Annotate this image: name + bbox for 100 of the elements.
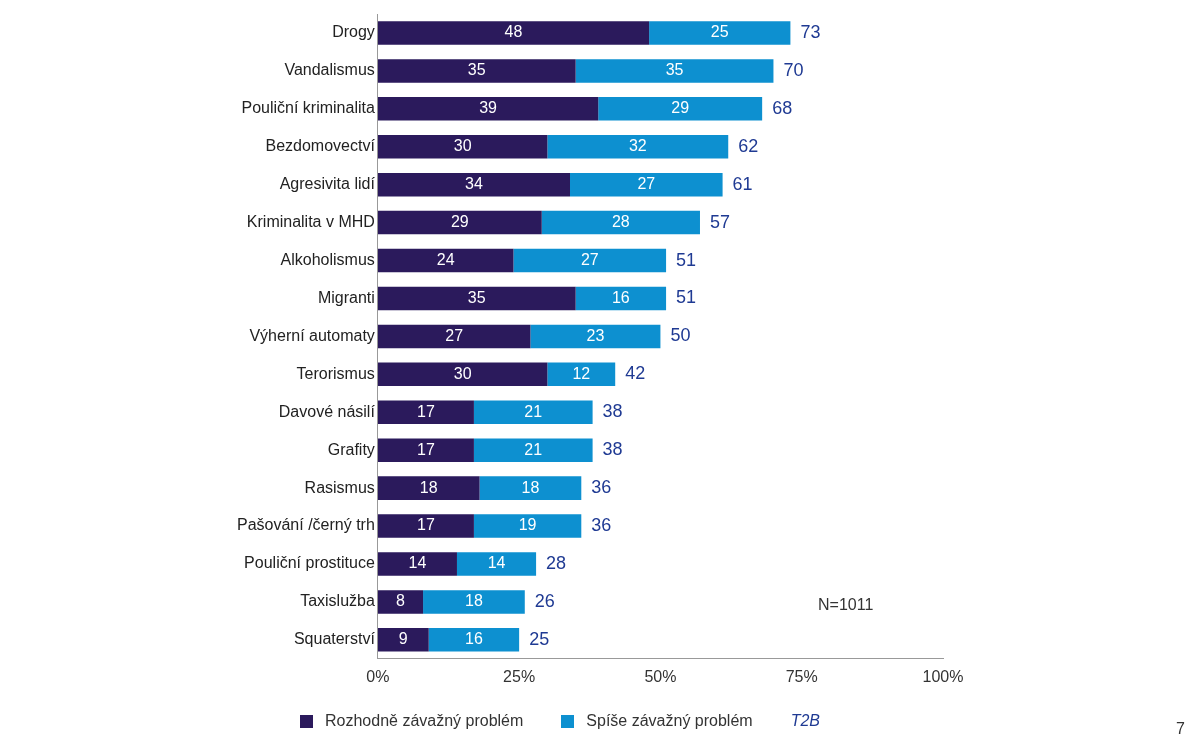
data-label: 16 — [611, 288, 630, 306]
y-tick-label: Pašování /černý trh — [237, 516, 375, 534]
total-label: 51 — [676, 249, 697, 270]
bar — [377, 590, 424, 614]
data-label: 28 — [611, 213, 630, 231]
y-tick-label: Kriminalita v MHD — [246, 213, 375, 231]
data-label: 18 — [465, 592, 483, 610]
data-label: 14 — [487, 554, 506, 572]
bar — [377, 476, 480, 500]
data-label: 35 — [467, 61, 486, 79]
data-label: 23 — [586, 326, 605, 344]
bar — [377, 362, 548, 387]
data-label: 35 — [467, 288, 486, 306]
bar — [377, 552, 457, 576]
data-label: 32 — [628, 137, 647, 155]
data-label: 29 — [450, 213, 469, 231]
y-tick-label: Výherní automaty — [249, 326, 375, 344]
bar — [649, 21, 791, 45]
y-tick-label: Taxislužba — [300, 592, 375, 610]
total-label: 26 — [534, 590, 555, 611]
data-label: 48 — [504, 23, 523, 41]
bar — [377, 21, 650, 45]
bar — [377, 135, 548, 159]
data-label: 18 — [521, 478, 540, 496]
data-label: 30 — [453, 137, 472, 155]
bar — [377, 400, 474, 425]
y-tick-label: Davové násilí — [278, 402, 376, 420]
bar — [530, 324, 661, 349]
bar — [377, 210, 542, 235]
data-label: 27 — [637, 175, 656, 193]
data-label: 27 — [445, 326, 464, 344]
data-label: 27 — [580, 250, 599, 268]
bar — [570, 172, 723, 197]
bar — [473, 514, 582, 538]
bar — [575, 59, 774, 83]
y-tick-label: Drogy — [332, 23, 375, 41]
data-label: 17 — [416, 440, 435, 458]
bar — [423, 590, 525, 614]
data-label: 34 — [465, 175, 483, 193]
data-label: 25 — [710, 23, 729, 41]
data-label: 17 — [416, 402, 435, 420]
bar — [473, 438, 593, 462]
bar — [479, 476, 582, 500]
total-label: 51 — [676, 287, 697, 308]
bar — [541, 210, 700, 235]
bar — [473, 400, 593, 425]
data-label: 12 — [572, 364, 591, 382]
bar — [377, 172, 570, 197]
y-tick-label: Agresivita lidí — [279, 175, 376, 193]
bar — [377, 286, 576, 311]
bar — [377, 248, 514, 273]
legend-title: T2B — [790, 712, 820, 730]
total-label: 36 — [591, 477, 612, 498]
bar — [377, 628, 429, 652]
bar — [456, 552, 537, 576]
total-label: 38 — [602, 401, 623, 422]
data-label: 30 — [453, 364, 472, 382]
data-label: 21 — [524, 402, 543, 420]
bar — [547, 362, 616, 387]
legend-label: Spíše závažný problém — [586, 712, 753, 730]
total-label: 57 — [709, 211, 731, 232]
bar — [377, 514, 474, 538]
y-tick-label: Bezdomovectví — [265, 137, 376, 155]
bar — [377, 438, 474, 462]
y-tick-label: Terorismus — [296, 364, 375, 382]
total-label: 73 — [800, 21, 821, 42]
x-tick-label: 75% — [785, 667, 818, 685]
total-label: 28 — [546, 552, 567, 573]
bar — [377, 97, 599, 121]
total-label: 68 — [772, 97, 793, 118]
data-label: 8 — [396, 592, 405, 610]
data-label: 16 — [465, 630, 483, 648]
total-label: 62 — [738, 135, 759, 156]
total-label: 50 — [670, 325, 691, 346]
x-tick-label: 0% — [366, 667, 390, 685]
x-tick-label: 25% — [503, 667, 536, 685]
x-tick-label: 100% — [922, 667, 964, 685]
total-label: 42 — [625, 363, 646, 384]
data-label: 24 — [436, 250, 455, 268]
y-tick-label: Grafity — [327, 440, 375, 458]
total-label: 38 — [602, 439, 623, 460]
y-tick-label: Squaterství — [293, 630, 376, 648]
bar — [377, 324, 531, 349]
bar — [547, 135, 729, 159]
bar — [428, 628, 520, 652]
total-label: 61 — [732, 173, 753, 194]
total-label: 36 — [591, 515, 612, 536]
y-tick-label: Rasismus — [304, 478, 375, 496]
legend-label: Rozhodně závažný problém — [325, 712, 524, 730]
x-tick-label: 50% — [644, 667, 677, 685]
data-label: 19 — [518, 516, 537, 534]
y-tick-label: Pouliční kriminalita — [241, 99, 375, 117]
data-label: 39 — [479, 99, 498, 117]
y-tick-label: Pouliční prostituce — [244, 554, 375, 572]
data-label: 29 — [671, 99, 690, 117]
text: 7 — [1176, 720, 1185, 736]
y-tick-label: Migranti — [317, 288, 375, 306]
data-label: 17 — [416, 516, 435, 534]
bar — [377, 59, 576, 83]
annotation: N=1011 — [818, 596, 874, 614]
